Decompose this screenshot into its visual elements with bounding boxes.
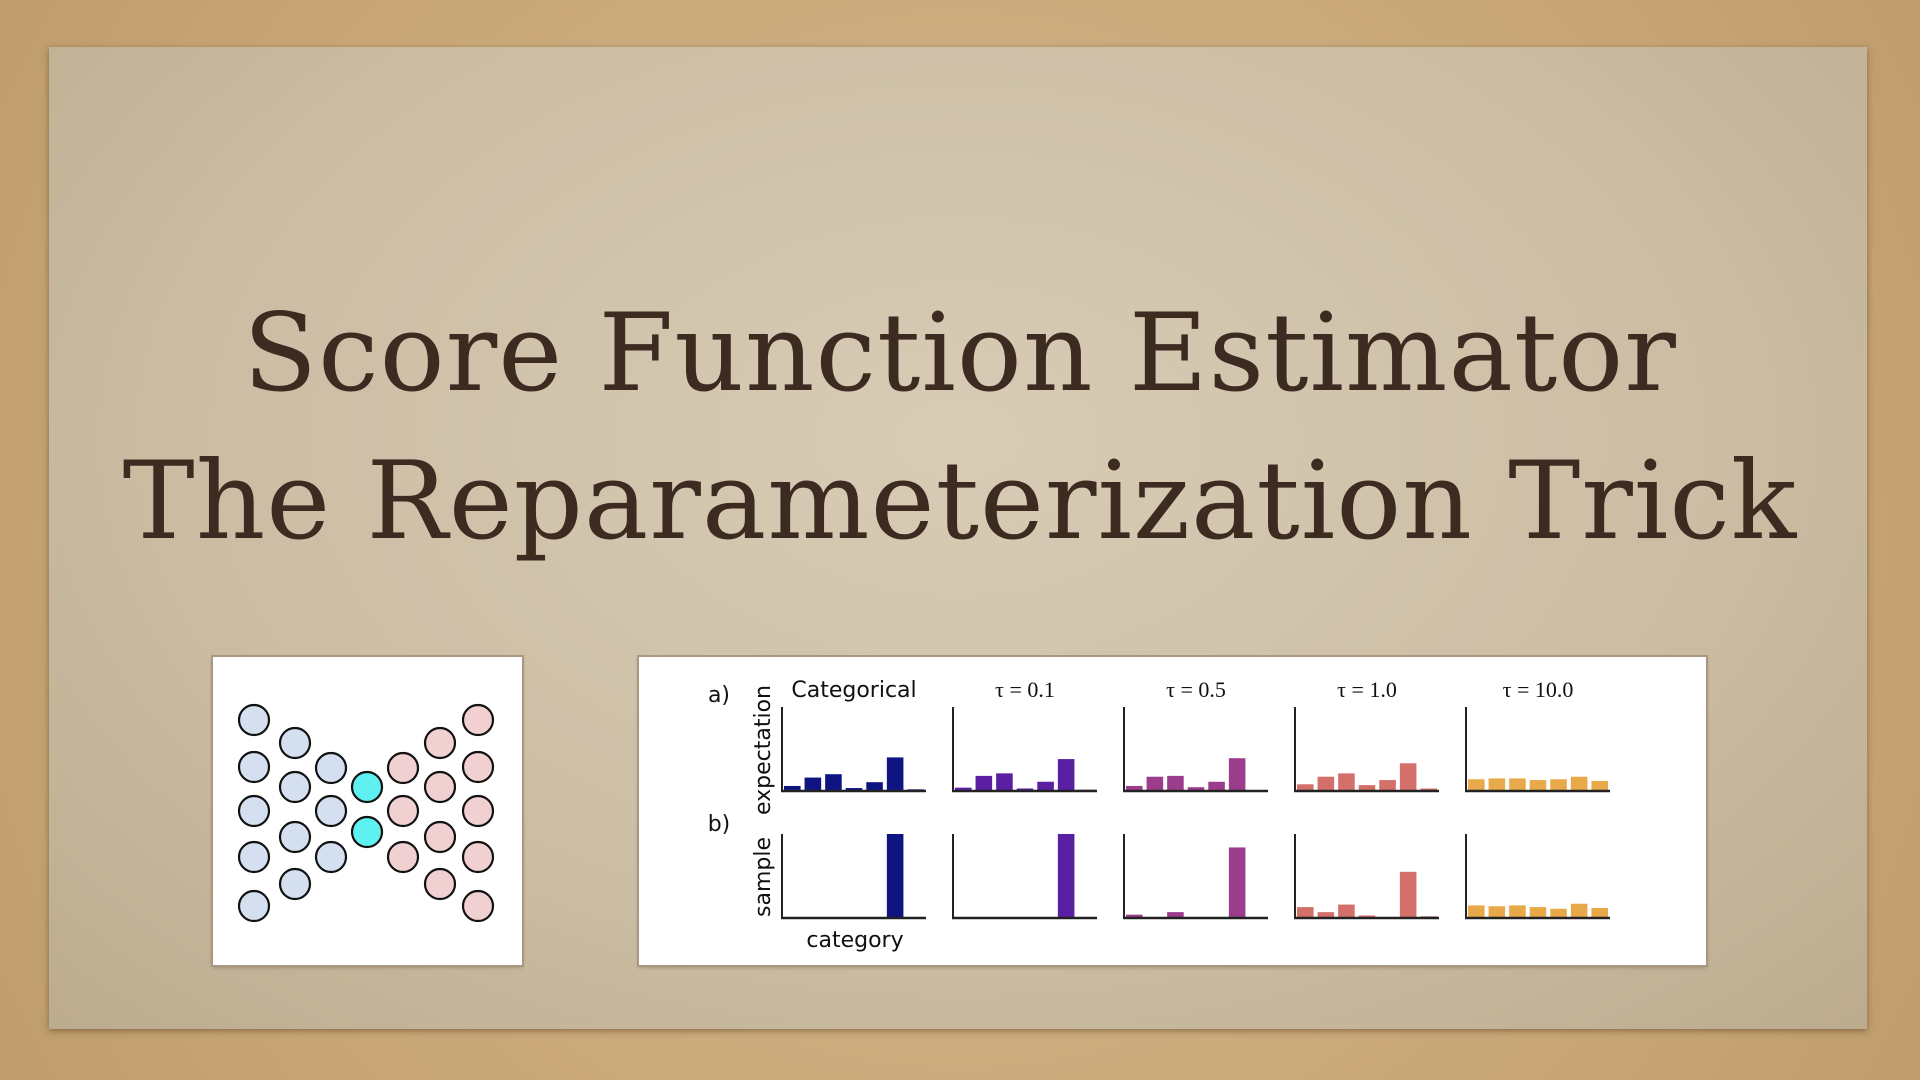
- bar: [1420, 788, 1437, 791]
- y-axis-label-sample: sample: [751, 837, 776, 917]
- bar: [1208, 781, 1225, 791]
- encoder-node: [237, 750, 271, 784]
- bar: [1126, 914, 1143, 918]
- bar: [1167, 912, 1184, 918]
- encoder-node: [237, 794, 271, 828]
- bar: [1399, 763, 1417, 791]
- bar: [1146, 776, 1164, 791]
- x-axis-label-category: category: [806, 928, 903, 953]
- y-axis-label-expectation: expectation: [751, 685, 776, 815]
- encoder-node: [237, 840, 271, 874]
- row-label-a: a): [708, 683, 730, 708]
- bar: [1509, 905, 1526, 918]
- bar: [1228, 847, 1246, 918]
- bar: [1057, 834, 1075, 918]
- bar: [886, 757, 904, 791]
- encoder-node: [237, 703, 271, 737]
- bar: [1167, 775, 1184, 791]
- panel-title: τ = 0.1: [995, 677, 1055, 702]
- network-svg: [237, 703, 495, 923]
- decoder-node: [386, 840, 420, 874]
- bar: [1338, 773, 1355, 791]
- bar: [1468, 905, 1485, 918]
- gumbel-softmax-bar-charts: a) b) expectation sample category Categorical…: [639, 657, 1706, 965]
- bar: [1591, 780, 1608, 791]
- bar: [1317, 776, 1335, 791]
- decoder-node: [461, 703, 495, 737]
- bar: [784, 785, 801, 791]
- panel-title: τ = 1.0: [1337, 677, 1397, 702]
- autoencoder-network-diagram: [213, 657, 522, 965]
- bar: [1399, 871, 1417, 918]
- chart-svg: a) b) expectation sample category Categorical…: [708, 677, 1610, 953]
- decoder-node: [423, 820, 457, 854]
- bar: [886, 834, 904, 918]
- encoder-node: [278, 867, 312, 901]
- bar: [1509, 778, 1526, 791]
- decoder-node: [461, 889, 495, 923]
- bar: [1338, 904, 1355, 918]
- bar: [996, 773, 1013, 791]
- decoder-node: [423, 867, 457, 901]
- panel-title: τ = 10.0: [1503, 677, 1574, 702]
- bar: [845, 788, 863, 791]
- latent-node: [350, 770, 384, 804]
- decoder-node: [423, 726, 457, 760]
- decoder-node: [461, 840, 495, 874]
- encoder-node: [314, 751, 348, 785]
- decoder-node: [386, 794, 420, 828]
- bar: [1529, 907, 1547, 918]
- encoder-node: [278, 820, 312, 854]
- bar: [825, 774, 842, 791]
- bar: [1550, 908, 1567, 918]
- bar: [1016, 788, 1034, 791]
- bar: [1379, 780, 1396, 791]
- bar: [1591, 907, 1608, 918]
- bar: [1126, 785, 1143, 791]
- bar: [1488, 906, 1506, 918]
- slide-title-line-2: The Reparameterization Trick: [122, 439, 1798, 564]
- encoder-node: [314, 794, 348, 828]
- bar: [1057, 759, 1075, 791]
- encoder-node: [237, 889, 271, 923]
- slide-title-line-1: Score Function Estimator: [243, 291, 1677, 416]
- bar: [804, 777, 822, 791]
- bar: [1358, 915, 1376, 918]
- encoder-node: [314, 840, 348, 874]
- panel-title: τ = 0.5: [1166, 677, 1226, 702]
- decoder-node: [386, 751, 420, 785]
- row-label-b: b): [708, 812, 731, 837]
- bar: [1228, 758, 1246, 791]
- bar: [1297, 784, 1314, 791]
- bar: [1550, 779, 1567, 791]
- decoder-node: [461, 794, 495, 828]
- encoder-node: [278, 770, 312, 804]
- bar: [1488, 778, 1506, 791]
- decoder-node: [461, 750, 495, 784]
- bar: [1297, 907, 1314, 918]
- bar: [1468, 779, 1485, 791]
- bar: [1529, 780, 1547, 791]
- encoder-node: [278, 726, 312, 760]
- bar: [866, 782, 883, 791]
- bar: [975, 775, 993, 791]
- bar: [1570, 776, 1588, 791]
- decoder-node: [423, 770, 457, 804]
- bar: [1317, 912, 1335, 918]
- bar: [1570, 903, 1588, 918]
- bar: [955, 787, 972, 791]
- latent-node: [350, 815, 384, 849]
- bar: [1358, 785, 1376, 791]
- bar: [1187, 787, 1205, 791]
- panel-title: Categorical: [791, 678, 916, 703]
- bar: [1037, 781, 1054, 791]
